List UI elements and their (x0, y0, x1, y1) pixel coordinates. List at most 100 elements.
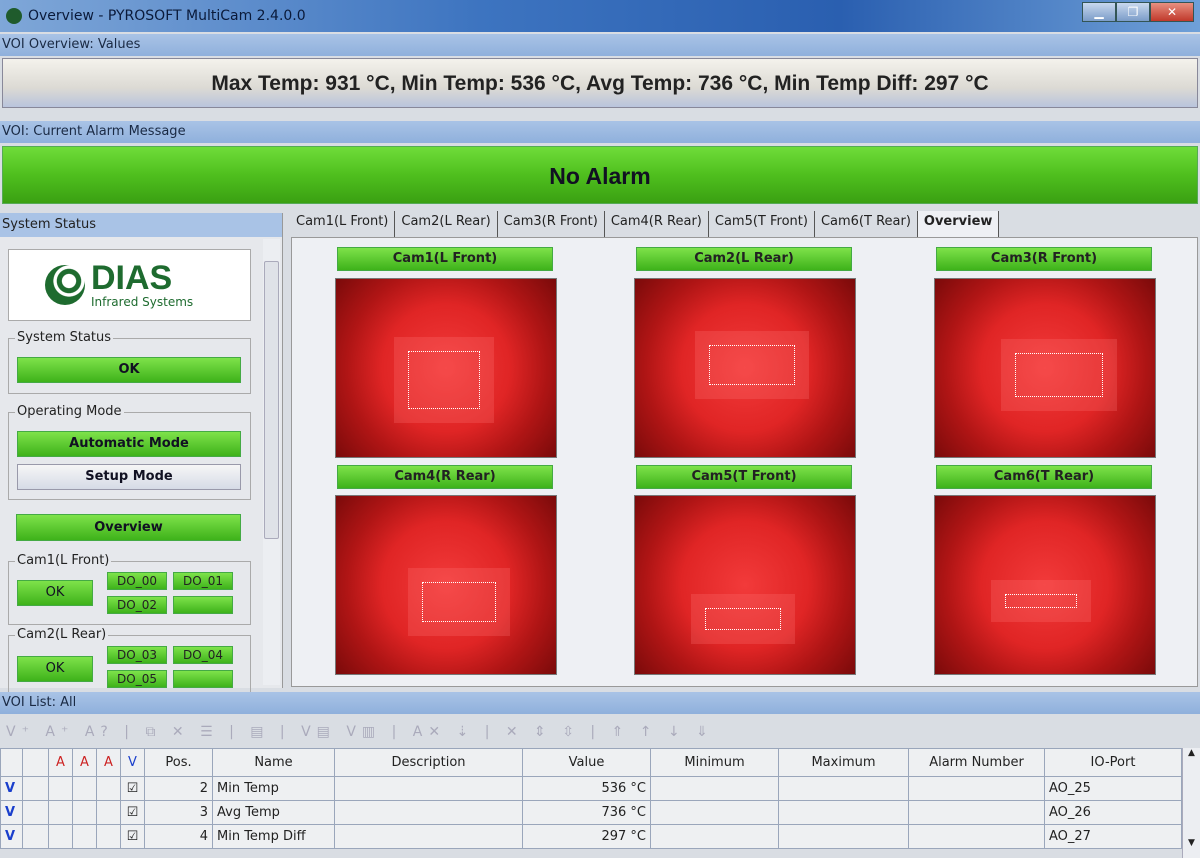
voi-toolbar: V⁺ A⁺ A? | ⧉ ✕ ☰ | ▤ | V▤ V▥ | A✕ ⇣ | ✕ … (0, 718, 1200, 748)
system-status-header: System Status (0, 213, 282, 237)
visible-checkbox[interactable]: ☑ (120, 776, 145, 801)
tab-cam5[interactable]: Cam5(T Front) (709, 211, 815, 237)
thermal-image[interactable] (335, 278, 557, 458)
object-region (991, 580, 1091, 622)
do-indicator: DO_02 (107, 596, 167, 614)
cam2-status-group: Cam2(L Rear) OK DO_03 DO_04 DO_05 (8, 627, 251, 695)
col-alarm-number[interactable]: Alarm Number (908, 748, 1045, 777)
tab-cam3[interactable]: Cam3(R Front) (498, 211, 605, 237)
setup-mode-button[interactable]: Setup Mode (17, 464, 241, 490)
tab-cam2[interactable]: Cam2(L Rear) (395, 211, 498, 237)
voi-flag: V (0, 776, 23, 801)
logo-sub: Infrared Systems (91, 295, 194, 309)
do-indicator: DO_01 (173, 572, 233, 590)
cam2-ok-button[interactable]: OK (17, 656, 93, 682)
cell-minimum (650, 824, 779, 849)
dias-logo-mark (45, 265, 85, 305)
object-region (1001, 339, 1117, 411)
cell-description (334, 824, 523, 849)
visible-checkbox[interactable]: ☑ (120, 800, 145, 825)
cell-maximum (778, 800, 909, 825)
object-region (408, 568, 510, 636)
overview-button[interactable]: Overview (16, 514, 241, 541)
camera-tabs: Cam1(L Front) Cam2(L Rear) Cam3(R Front)… (290, 211, 1000, 237)
group-label: Cam2(L Rear) (15, 627, 109, 642)
maximize-button[interactable]: ❐ (1116, 2, 1150, 22)
cell-io-port: AO_27 (1044, 824, 1182, 849)
cell-pos: 3 (144, 800, 213, 825)
alarm-message: No Alarm (2, 146, 1198, 204)
cell-value: 297 °C (522, 824, 651, 849)
camera-title: Cam2(L Rear) (636, 247, 852, 271)
group-label: Operating Mode (15, 404, 124, 419)
table-row[interactable]: V ☑ 4 Min Temp Diff 297 °C AO_27 (0, 824, 1182, 849)
cam1-status-group: Cam1(L Front) OK DO_00 DO_01 DO_02 (8, 553, 251, 625)
visible-checkbox[interactable]: ☑ (120, 824, 145, 849)
alarm-icon[interactable]: A (72, 748, 97, 777)
tab-overview[interactable]: Overview (917, 211, 1000, 237)
col-pos[interactable]: Pos. (144, 748, 213, 777)
do-indicator (173, 596, 233, 614)
cell-value: 736 °C (522, 800, 651, 825)
alarm-icon[interactable]: A (48, 748, 73, 777)
cell-minimum (650, 776, 779, 801)
thermal-image[interactable] (634, 278, 856, 458)
alarm-icon[interactable]: A (96, 748, 121, 777)
tab-cam1[interactable]: Cam1(L Front) (290, 211, 396, 237)
col-minimum[interactable]: Minimum (650, 748, 779, 777)
left-scrollbar[interactable] (263, 239, 280, 685)
object-region (695, 331, 809, 399)
dias-logo: DIAS Infrared Systems (8, 249, 251, 321)
cell-name: Avg Temp (212, 800, 335, 825)
voi-roi-box[interactable] (408, 351, 480, 409)
app-icon (6, 8, 22, 24)
camera-title: Cam3(R Front) (936, 247, 1152, 271)
col-value[interactable]: Value (522, 748, 651, 777)
window-title: Overview - PYROSOFT MultiCam 2.4.0.0 (28, 8, 306, 24)
thermal-image[interactable] (934, 278, 1156, 458)
voi-roi-box[interactable] (1005, 594, 1077, 608)
cell-pos: 2 (144, 776, 213, 801)
system-status-group: System Status OK (8, 330, 251, 394)
visible-icon[interactable]: V (120, 748, 145, 777)
automatic-mode-button[interactable]: Automatic Mode (17, 431, 241, 457)
cell-pos: 4 (144, 824, 213, 849)
col-maximum[interactable]: Maximum (778, 748, 909, 777)
voi-roi-box[interactable] (709, 345, 795, 385)
system-status-panel: System Status DIAS Infrared Systems Syst… (0, 213, 283, 695)
logo-brand: DIAS (91, 259, 173, 297)
alarm-header: VOI: Current Alarm Message (0, 121, 1200, 143)
status-ok-button[interactable]: OK (17, 357, 241, 383)
voi-overview-header: VOI Overview: Values (0, 34, 1200, 56)
object-region (691, 594, 795, 644)
camera-title: Cam6(T Rear) (936, 465, 1152, 489)
col-description[interactable]: Description (334, 748, 523, 777)
col-io-port[interactable]: IO-Port (1044, 748, 1182, 777)
table-header-row: A A A V Pos. Name Description Value Mini… (0, 748, 1182, 777)
thermal-image[interactable] (634, 495, 856, 675)
voi-roi-box[interactable] (1015, 353, 1103, 397)
group-label: Cam1(L Front) (15, 553, 112, 568)
thermal-image[interactable] (934, 495, 1156, 675)
cam1-ok-button[interactable]: OK (17, 580, 93, 606)
col-name[interactable]: Name (212, 748, 335, 777)
tab-cam4[interactable]: Cam4(R Rear) (605, 211, 709, 237)
do-indicator: DO_03 (107, 646, 167, 664)
cell-name: Min Temp Diff (212, 824, 335, 849)
scroll-thumb[interactable] (264, 261, 279, 539)
voi-roi-box[interactable] (705, 608, 781, 630)
table-row[interactable]: V ☑ 3 Avg Temp 736 °C AO_26 (0, 800, 1182, 825)
voi-roi-box[interactable] (422, 582, 496, 622)
minimize-button[interactable]: ▁ (1082, 2, 1116, 22)
toolbar-icons-disabled: V⁺ A⁺ A? | ⧉ ✕ ☰ | ▤ | V▤ V▥ | A✕ ⇣ | ✕ … (6, 724, 714, 740)
cell-description (334, 776, 523, 801)
thermal-image[interactable] (335, 495, 557, 675)
table-row[interactable]: V ☑ 2 Min Temp 536 °C AO_25 (0, 776, 1182, 801)
camera-title: Cam1(L Front) (337, 247, 553, 271)
do-indicator: DO_00 (107, 572, 167, 590)
cell-alarm-number (908, 800, 1045, 825)
tab-cam6[interactable]: Cam6(T Rear) (815, 211, 918, 237)
table-scrollbar[interactable]: ▲ ▼ (1182, 748, 1200, 858)
close-button[interactable]: ✕ (1150, 2, 1194, 22)
group-label: System Status (15, 330, 114, 345)
